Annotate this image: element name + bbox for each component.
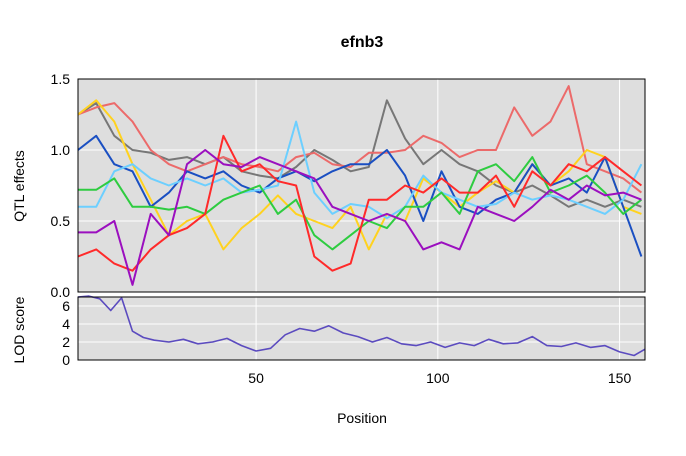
y-tick-label: 2 xyxy=(62,334,70,350)
y-tick-label: 0 xyxy=(62,352,70,368)
x-tick-label: 50 xyxy=(248,370,264,386)
x-tick-label: 150 xyxy=(608,370,632,386)
qtl-effect-line-7 xyxy=(77,134,643,272)
x-axis-label: Position xyxy=(337,410,387,426)
qtl-effects-y-label: QTL effects xyxy=(11,150,27,222)
qtl-effects-series-group xyxy=(77,85,643,286)
lod-score-y-label: LOD score xyxy=(11,296,27,363)
qtl-effects-panel: 0.0 0.5 1.0 1.5 QTL effects xyxy=(11,71,646,300)
lod-score-plot-area xyxy=(78,297,645,360)
y-tick-label: 1.0 xyxy=(51,142,71,158)
y-tick-label: 1.5 xyxy=(51,71,71,87)
qtl-effects-plot-area xyxy=(78,79,645,292)
lod-score-frame xyxy=(77,296,646,361)
lod-score-series-group xyxy=(77,295,646,357)
y-tick-label: 0.0 xyxy=(51,284,71,300)
qtl-effect-line-2 xyxy=(77,85,643,194)
y-tick-label: 0.5 xyxy=(51,213,71,229)
y-tick-label: 4 xyxy=(62,316,70,332)
qtl-effect-line-5 xyxy=(78,120,643,220)
lod-score-line-1 xyxy=(77,295,646,357)
qtl-effects-y-ticks: 0.0 0.5 1.0 1.5 xyxy=(51,71,71,300)
qtl-effects-frame xyxy=(77,78,646,293)
qtl-effect-line-8 xyxy=(78,149,642,286)
chart-title: efnb3 xyxy=(341,34,384,51)
y-tick-label: 6 xyxy=(62,298,70,314)
lod-score-panel: 0 2 4 6 50 100 150 LOD score xyxy=(11,295,646,386)
lod-score-y-ticks: 0 2 4 6 xyxy=(62,298,70,368)
lod-score-x-ticks: 50 100 150 xyxy=(248,370,631,386)
x-tick-label: 100 xyxy=(426,370,450,386)
